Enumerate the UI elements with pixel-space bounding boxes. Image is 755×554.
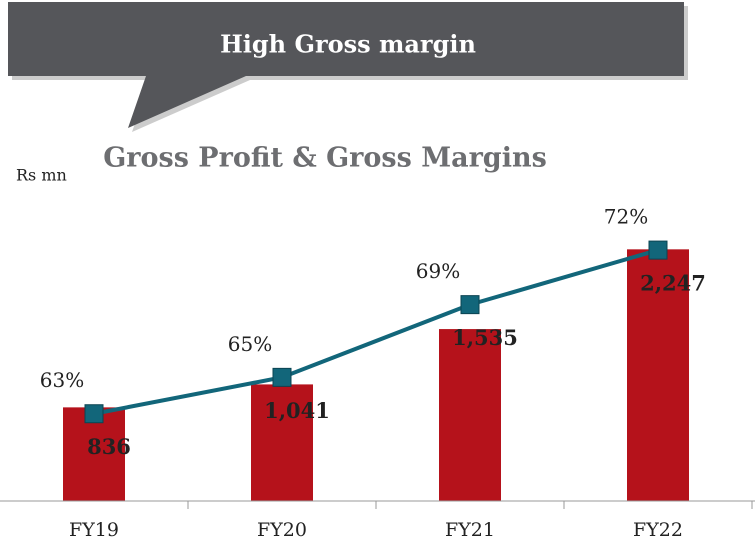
margin-marker — [460, 295, 480, 315]
x-tick-label: FY21 — [445, 519, 495, 541]
y-axis-label: Rs mn — [16, 166, 67, 185]
bar — [439, 329, 501, 501]
banner-title: High Gross margin — [220, 30, 476, 59]
bar-value-label: 836 — [87, 434, 131, 459]
margin-label: 69% — [416, 259, 460, 283]
bar-value-label: 1,041 — [264, 398, 330, 423]
margin-label: 72% — [604, 205, 648, 229]
margin-marker — [648, 240, 668, 260]
margin-marker — [272, 367, 292, 387]
margin-label: 63% — [40, 368, 84, 392]
banner — [8, 2, 684, 128]
x-tick-label: FY20 — [257, 519, 307, 541]
bar — [251, 384, 313, 501]
bar-value-label: 2,247 — [640, 271, 706, 296]
margin-line — [93, 248, 659, 416]
chart-title: Gross Profit & Gross Margins — [103, 143, 547, 174]
x-tick-label: FY19 — [69, 519, 119, 541]
x-tick-label: FY22 — [633, 519, 683, 541]
bar-value-label: 1,535 — [452, 325, 518, 350]
margin-marker — [84, 404, 104, 424]
margin-label: 65% — [228, 332, 272, 356]
bar — [627, 249, 689, 501]
